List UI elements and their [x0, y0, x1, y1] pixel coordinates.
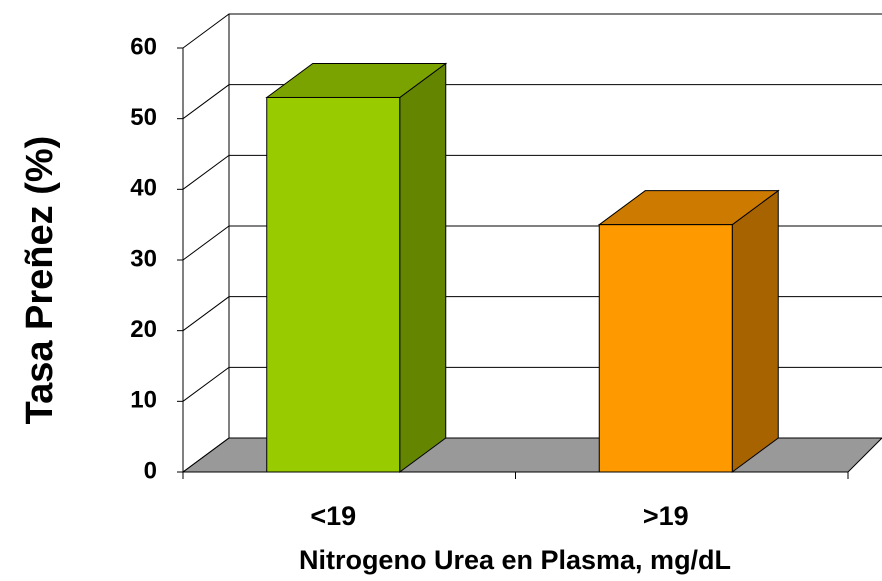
grid-line	[182, 154, 882, 190]
x-tick-label: <19	[310, 501, 356, 531]
bar	[598, 224, 733, 473]
grid-line	[182, 13, 882, 49]
y-tick-label: 20	[130, 316, 157, 343]
x-tick-label: >19	[643, 501, 689, 531]
grid-line	[182, 84, 882, 120]
y-tick-label: 0	[144, 457, 157, 484]
bar-side	[399, 62, 447, 473]
y-tick-label: 40	[130, 175, 157, 202]
y-tick-label: 50	[130, 104, 157, 131]
bar	[266, 96, 401, 473]
y-axis-title: Tasa Preñez (%)	[19, 136, 61, 425]
y-tick-label: 10	[130, 387, 157, 414]
bar-side	[731, 189, 779, 473]
y-tick-label: 30	[130, 245, 157, 272]
x-axis-title: Nitrogeno Urea en Plasma, mg/dL	[299, 545, 731, 575]
y-tick-label: 60	[130, 33, 157, 60]
